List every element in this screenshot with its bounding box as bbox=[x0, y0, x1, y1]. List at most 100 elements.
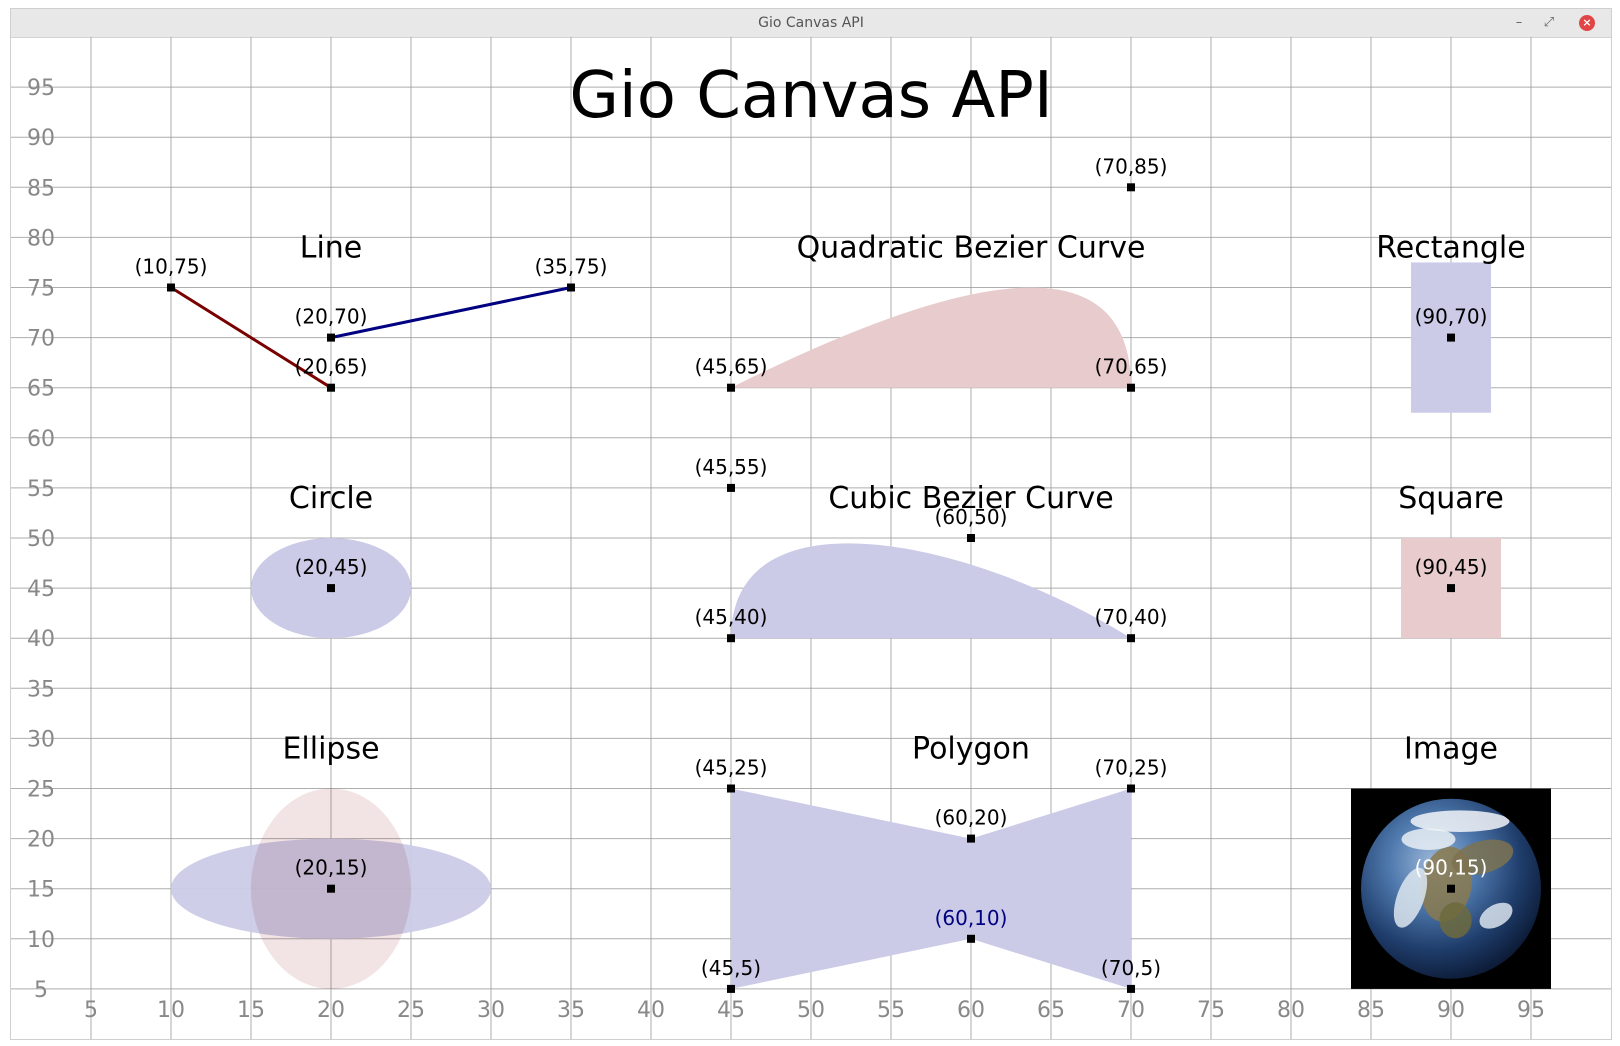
y-tick-label: 40 bbox=[27, 627, 55, 652]
canvas-svg: 5 10 15 20 25 30 35 40 45 50 55 60 65 70 75 80 85 90 95 5 10… bbox=[11, 37, 1611, 1039]
point-marker bbox=[967, 534, 975, 542]
x-tick-label: 55 bbox=[877, 998, 905, 1023]
y-tick-label: 30 bbox=[27, 727, 55, 752]
point-label: (20,15) bbox=[295, 856, 368, 880]
y-tick-label: 55 bbox=[27, 477, 55, 502]
point-marker bbox=[1127, 183, 1135, 192]
point-marker bbox=[1127, 784, 1135, 793]
y-tick-label: 75 bbox=[27, 277, 55, 302]
point-label: (70,65) bbox=[1095, 355, 1168, 379]
x-tick-label: 5 bbox=[84, 998, 98, 1023]
text-layer: 5 10 15 20 25 30 35 40 45 50 55 60 65 70 75 80 85 90 95 5 10… bbox=[27, 59, 1545, 1023]
polygon-shape bbox=[731, 788, 1131, 989]
point-marker bbox=[727, 383, 735, 392]
point-marker bbox=[1447, 584, 1455, 593]
earth-land bbox=[1393, 810, 1514, 939]
point-label: (45,5) bbox=[701, 956, 761, 980]
point-marker bbox=[1127, 383, 1135, 392]
section-title-cubic: Cubic Bezier Curve bbox=[828, 481, 1113, 516]
title-bar[interactable]: Gio Canvas API – ⤢ × bbox=[11, 9, 1611, 38]
line-red-segment bbox=[170, 286, 332, 389]
point-marker bbox=[1127, 984, 1135, 993]
y-tick-label: 20 bbox=[27, 828, 55, 853]
drawing-canvas[interactable]: 5 10 15 20 25 30 35 40 45 50 55 60 65 70 75 80 85 90 95 5 10… bbox=[11, 37, 1611, 1039]
point-marker bbox=[1127, 634, 1135, 643]
point-marker bbox=[967, 834, 975, 843]
earth-landmass bbox=[1401, 828, 1456, 850]
canvas-title: Gio Canvas API bbox=[569, 59, 1052, 133]
point-label: (45,65) bbox=[695, 355, 768, 379]
point-marker bbox=[327, 884, 335, 893]
y-tick-label: 50 bbox=[27, 527, 55, 552]
y-tick-label: 95 bbox=[27, 76, 55, 101]
x-tick-label: 20 bbox=[317, 998, 345, 1023]
maximize-button[interactable]: ⤢ bbox=[1543, 15, 1555, 30]
point-label: (45,25) bbox=[695, 756, 768, 780]
y-tick-label: 70 bbox=[27, 327, 55, 352]
x-tick-label: 40 bbox=[637, 998, 665, 1023]
point-marker bbox=[727, 984, 735, 993]
point-marker bbox=[1447, 884, 1455, 893]
close-button[interactable]: × bbox=[1579, 15, 1595, 31]
earth-landmass bbox=[1479, 902, 1513, 929]
point-label: (70,25) bbox=[1095, 756, 1168, 780]
section-title-ellipse: Ellipse bbox=[282, 731, 379, 766]
app-window: Gio Canvas API – ⤢ × 5 10 15 20 25 30 35 40 45 50… bbox=[10, 8, 1612, 1040]
y-tick-label: 65 bbox=[27, 377, 55, 402]
earth-landmass bbox=[1451, 839, 1514, 875]
section-title-quadratic: Quadratic Bezier Curve bbox=[797, 230, 1146, 265]
point-label: (20,70) bbox=[295, 305, 368, 329]
point-label: (90,15) bbox=[1415, 856, 1488, 880]
x-tick-label: 15 bbox=[237, 998, 265, 1023]
point-marker bbox=[727, 483, 735, 492]
point-label: (90,70) bbox=[1415, 305, 1488, 329]
section-title-square: Square bbox=[1398, 481, 1504, 516]
point-marker bbox=[167, 283, 175, 292]
section-title-circle: Circle bbox=[289, 481, 373, 516]
y-tick-label: 15 bbox=[27, 878, 55, 903]
section-title-line: Line bbox=[300, 230, 363, 265]
y-tick-label: 85 bbox=[27, 176, 55, 201]
x-tick-label: 25 bbox=[397, 998, 425, 1023]
point-marker bbox=[967, 934, 975, 943]
earth-landmass bbox=[1410, 810, 1510, 832]
point-label: (45,40) bbox=[695, 605, 768, 629]
point-marker bbox=[727, 784, 735, 793]
point-label: (20,65) bbox=[295, 355, 368, 379]
point-label: (70,85) bbox=[1095, 154, 1168, 178]
point-label: (70,40) bbox=[1095, 605, 1168, 629]
point-label: (60,20) bbox=[935, 806, 1008, 830]
x-tick-label: 65 bbox=[1037, 998, 1065, 1023]
point-label: (60,10) bbox=[935, 906, 1008, 930]
point-marker bbox=[727, 634, 735, 643]
x-tick-label: 35 bbox=[557, 998, 585, 1023]
section-title-polygon: Polygon bbox=[912, 731, 1030, 766]
point-label: (70,5) bbox=[1101, 956, 1161, 980]
point-label: (60,50) bbox=[935, 505, 1008, 529]
x-tick-label: 75 bbox=[1197, 998, 1225, 1023]
points-layer bbox=[167, 183, 1455, 993]
section-title-image: Image bbox=[1404, 731, 1498, 766]
x-tick-label: 50 bbox=[797, 998, 825, 1023]
y-tick-label: 80 bbox=[27, 226, 55, 251]
point-marker bbox=[567, 283, 575, 292]
point-label: (90,45) bbox=[1415, 555, 1488, 579]
x-tick-label: 85 bbox=[1357, 998, 1385, 1023]
earth-landmass bbox=[1393, 867, 1428, 928]
x-tick-label: 70 bbox=[1117, 998, 1145, 1023]
x-tick-label: 10 bbox=[157, 998, 185, 1023]
x-tick-label: 80 bbox=[1277, 998, 1305, 1023]
point-label: (35,75) bbox=[535, 255, 608, 279]
y-tick-label: 45 bbox=[27, 577, 55, 602]
x-tick-label: 60 bbox=[957, 998, 985, 1023]
window-title: Gio Canvas API bbox=[758, 15, 864, 31]
minimize-button[interactable]: – bbox=[1515, 15, 1523, 30]
shapes-layer bbox=[170, 262, 1551, 989]
point-marker bbox=[1447, 333, 1455, 342]
earth-landmass bbox=[1439, 902, 1472, 939]
point-marker bbox=[327, 333, 335, 342]
point-label: (10,75) bbox=[135, 255, 208, 279]
cubic-bezier-shape bbox=[731, 543, 1131, 639]
x-tick-label: 95 bbox=[1517, 998, 1545, 1023]
x-tick-label: 45 bbox=[717, 998, 745, 1023]
